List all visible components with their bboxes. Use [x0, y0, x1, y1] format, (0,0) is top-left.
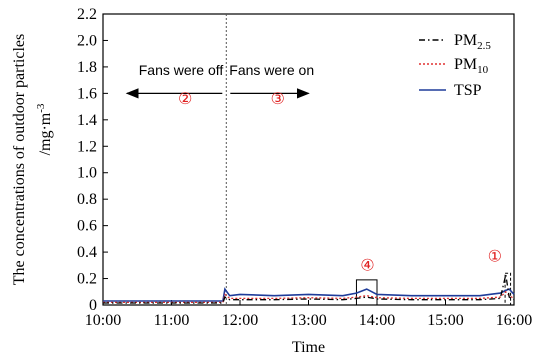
tick-layer: 0 0.2 0.4 0.6 0.8 1.0 1.2 1.4 1.6 1.8 2.0 2.2 10:00 1…	[77, 6, 532, 329]
y-tick-label: 0.2	[77, 271, 97, 288]
y-axis-unit: /mg·m-3	[35, 103, 54, 155]
marker-1: ①	[488, 246, 502, 265]
plot-frame	[102, 13, 515, 306]
y-tick-label: 0	[89, 297, 97, 314]
y-axis-unit-sup: -3	[35, 103, 47, 113]
plot-frame-layer	[102, 13, 515, 306]
x-tick-label: 10:00	[85, 312, 121, 329]
legend-label-pm25-sub: 2.5	[477, 40, 491, 52]
y-tick-label: 0.8	[77, 191, 97, 208]
x-tick-label: 15:00	[427, 312, 463, 329]
series-layer	[103, 274, 515, 304]
x-tick-label: 13:00	[290, 312, 326, 329]
y-axis-title: The concentrations of outdoor particles	[11, 34, 28, 285]
x-axis-title: Time	[292, 339, 325, 356]
y-tick-label: 1.4	[77, 112, 97, 129]
marker-2: ②	[178, 89, 192, 108]
series-line-pm25	[103, 274, 515, 304]
highlight-box-1	[504, 272, 512, 306]
legend-label-pm10-base: PM	[454, 56, 477, 73]
y-tick-label: 0.6	[77, 218, 97, 235]
marker-3: ③	[271, 89, 285, 108]
y-tick-label: 2.2	[77, 6, 97, 23]
x-tick-label: 11:00	[154, 312, 190, 329]
legend	[419, 39, 446, 91]
y-tick-label: 2.0	[77, 32, 97, 49]
legend-label-pm10: PM10	[454, 56, 489, 76]
y-tick-label: 1.0	[77, 165, 97, 182]
x-tick-label: 16:00	[496, 312, 532, 329]
fans-off-label: Fans were off	[139, 62, 224, 78]
annotation-layer	[125, 14, 512, 306]
series-line-tsp	[103, 287, 515, 302]
y-tick-label: 1.6	[77, 85, 97, 102]
legend-label-pm25-base: PM	[454, 32, 477, 49]
y-tick-label: 0.4	[77, 244, 97, 261]
y-tick-label: 1.8	[77, 59, 97, 76]
y-tick-label: 1.2	[77, 138, 97, 155]
x-tick-label: 12:00	[222, 312, 258, 329]
legend-label-pm10-sub: 10	[477, 64, 489, 76]
fans-on-label: Fans were on	[229, 62, 314, 78]
y-axis-unit-base: /mg·m	[37, 112, 54, 155]
legend-label-pm25: PM2.5	[454, 32, 491, 52]
x-tick-label: 14:00	[359, 312, 395, 329]
marker-4: ④	[360, 256, 374, 275]
legend-label-tsp: TSP	[454, 82, 482, 99]
